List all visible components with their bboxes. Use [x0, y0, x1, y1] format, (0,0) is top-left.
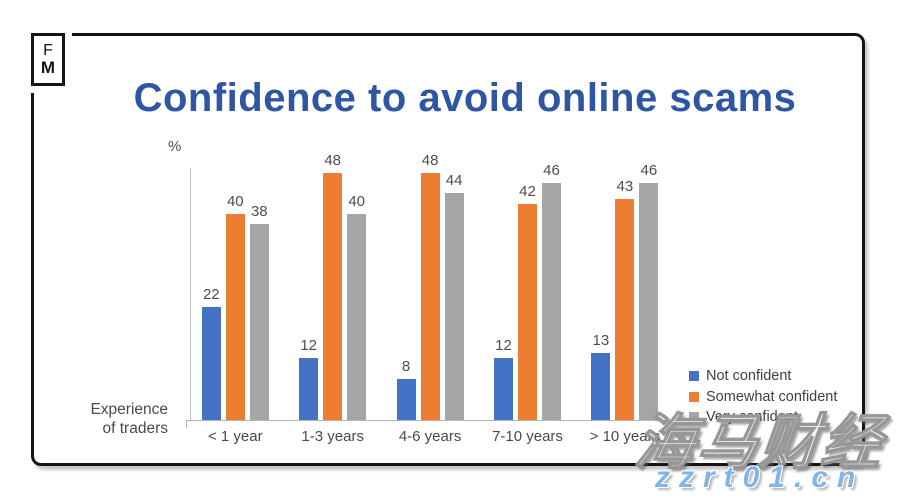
- chart-title: Confidence to avoid online scams: [133, 76, 797, 120]
- bar: [420, 173, 440, 420]
- watermark-url-text: zzrt01.cn: [655, 461, 865, 494]
- bar-value-label: 44: [445, 172, 463, 189]
- category-label: 1-3 years: [301, 428, 364, 445]
- x-axis-title-line1: Experience: [90, 401, 168, 418]
- legend-label: Very confident: [706, 409, 798, 425]
- bar: [591, 353, 611, 420]
- x-axis-tick: [186, 420, 187, 428]
- y-axis-line: [190, 168, 191, 420]
- x-axis-title: Experience of traders: [56, 400, 168, 438]
- bar-value-label: 38: [250, 203, 268, 220]
- legend-swatch-icon: [689, 371, 699, 381]
- legend-item: Not confident: [689, 368, 837, 386]
- bar-value-label: 46: [640, 162, 658, 179]
- bar-value-label: 48: [324, 152, 342, 169]
- fm-logo: F M: [31, 33, 65, 86]
- bar: [249, 224, 269, 420]
- bar-value-label: 48: [421, 152, 439, 169]
- bar: [201, 307, 221, 420]
- legend-item: Somewhat confident: [689, 389, 837, 407]
- bar-value-label: 43: [616, 178, 634, 195]
- category-label: < 1 year: [207, 428, 263, 445]
- bar: [494, 358, 513, 420]
- x-axis-title-line2: of traders: [102, 420, 168, 437]
- bar-value-label: 46: [543, 162, 560, 179]
- bar-value-label: 22: [202, 286, 220, 303]
- bar: [225, 214, 245, 420]
- bar: [299, 358, 319, 420]
- bar: [347, 214, 367, 420]
- legend-label: Somewhat confident: [706, 388, 838, 405]
- bar: [615, 199, 635, 420]
- category-label: 4-6 years: [398, 428, 462, 445]
- category-label: > 10 years: [589, 428, 661, 445]
- bar-value-label: 13: [592, 332, 610, 349]
- bar-value-label: 12: [495, 337, 512, 354]
- bar: [323, 173, 343, 420]
- x-axis-line: [186, 420, 674, 421]
- legend-swatch-icon: [689, 391, 699, 402]
- bar: [639, 183, 659, 420]
- legend-label: Not confident: [706, 368, 792, 384]
- bar-value-label: 40: [348, 193, 366, 210]
- fm-logo-letter-f: F: [43, 41, 53, 59]
- bar: [396, 379, 416, 420]
- bar: [518, 204, 537, 420]
- legend-item: Very confident: [689, 409, 837, 427]
- legend-swatch-icon: [689, 412, 699, 422]
- bar: [542, 183, 561, 420]
- category-label: 7-10 years: [492, 428, 563, 445]
- y-axis-unit-label: %: [168, 138, 182, 155]
- bar-value-label: 12: [300, 337, 318, 354]
- bar: [444, 193, 464, 420]
- bar-value-label: 42: [519, 183, 536, 200]
- legend: Not confident Somewhat confident Very conf…: [689, 368, 837, 430]
- fm-logo-letter-m: M: [40, 57, 56, 77]
- bar-value-label: 40: [226, 193, 244, 210]
- bar-value-label: 8: [401, 358, 411, 375]
